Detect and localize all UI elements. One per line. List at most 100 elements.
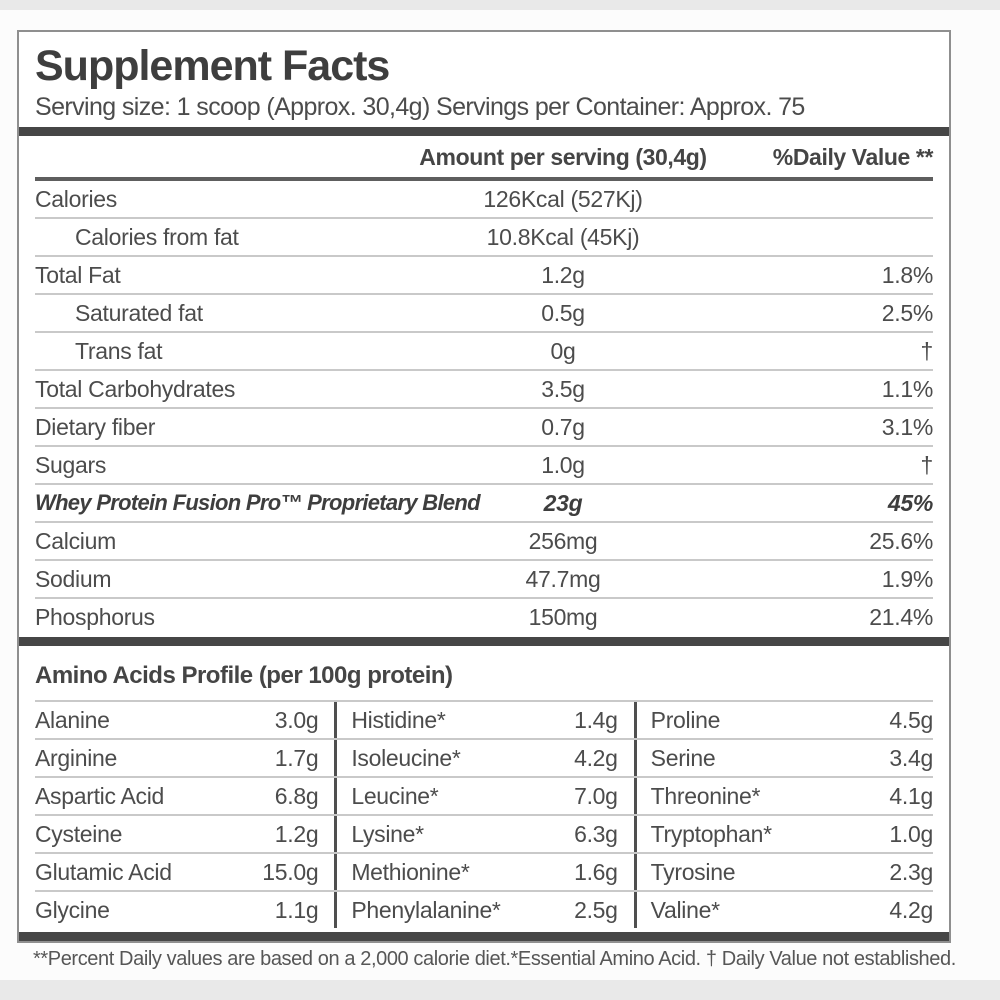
nutrient-name: Calories from fat: [75, 224, 239, 250]
bottom-margin-strip: [0, 980, 1000, 1000]
nutrient-row-sodium: Sodium 47.7mg 1.9%: [35, 559, 933, 597]
amino-acid-cell: Alanine 3.0g: [35, 702, 334, 738]
amino-acid-name: Histidine*: [351, 706, 446, 733]
amino-acid-name: Tryptophan*: [650, 820, 772, 847]
nutrient-name: Dietary fiber: [35, 414, 156, 440]
amino-acid-value: 6.8g: [274, 782, 319, 809]
nutrient-row-total-fat: Total Fat 1.2g 1.8%: [35, 255, 933, 293]
nutrient-daily-value: 21.4%: [869, 604, 933, 630]
nutrient-amount: 47.7mg: [525, 566, 601, 592]
amino-acid-name: Serine: [650, 744, 716, 771]
nutrient-name: Calcium: [35, 528, 116, 554]
amino-acid-value: 1.0g: [889, 820, 933, 847]
amino-acid-cell: Methionine* 1.6g: [334, 854, 633, 890]
thick-divider-bottom: [19, 932, 949, 941]
amino-acid-cell: Aspartic Acid 6.8g: [35, 778, 334, 814]
amino-acid-cell: Tyrosine 2.3g: [633, 854, 933, 890]
amino-acid-value: 15.0g: [262, 858, 319, 885]
amino-acid-name: Isoleucine*: [351, 744, 461, 771]
nutrient-daily-value: 3.1%: [881, 414, 934, 440]
amino-acid-cell: Valine* 4.2g: [633, 892, 933, 928]
amino-acid-value: 2.5g: [574, 896, 618, 923]
nutrient-daily-value: †: [920, 452, 934, 478]
amino-acid-name: Valine*: [650, 896, 720, 923]
amino-acid-value: 4.2g: [574, 744, 618, 771]
nutrient-amount: 126Kcal (527Kj): [483, 186, 643, 212]
amino-acid-cell: Lysine* 6.3g: [334, 816, 633, 852]
nutrient-daily-value: 25.6%: [869, 528, 933, 554]
amino-acid-name: Glutamic Acid: [35, 858, 172, 885]
nutrient-amount: 3.5g: [541, 376, 585, 402]
nutrient-amount: 0.5g: [541, 300, 585, 326]
nutrient-row-calories-from-fat: Calories from fat 10.8Kcal (45Kj): [35, 217, 933, 255]
nutrient-name: Saturated fat: [75, 300, 203, 326]
nutrient-row-dietary-fiber: Dietary fiber 0.7g 3.1%: [35, 407, 933, 445]
nutrient-row-calories: Calories 126Kcal (527Kj): [35, 181, 933, 217]
nutrient-name: Whey Protein Fusion Pro™ Proprietary Ble…: [35, 490, 481, 515]
amino-acid-value: 1.2g: [274, 820, 319, 847]
amino-acids-row: Cysteine 1.2g Lysine* 6.3g Tryptophan* 1…: [35, 814, 933, 852]
amount-column-header: Amount per serving (30,4g): [419, 144, 707, 170]
amino-acids-heading: Amino Acids Profile (per 100g protein): [35, 662, 453, 689]
amino-acid-value: 4.1g: [889, 782, 933, 809]
amino-acid-cell: Glutamic Acid 15.0g: [35, 854, 334, 890]
nutrient-amount: 256mg: [528, 528, 598, 554]
amino-acid-value: 1.6g: [574, 858, 618, 885]
thick-divider-top: [19, 127, 949, 136]
nutrient-name: Sodium: [35, 566, 112, 592]
amino-acid-cell: Proline 4.5g: [633, 702, 933, 738]
supplement-facts-label: Supplement Facts Serving size: 1 scoop (…: [17, 30, 951, 943]
header-rule: [35, 177, 933, 181]
amino-acid-value: 1.7g: [274, 744, 319, 771]
nutrient-name: Trans fat: [75, 338, 163, 364]
amino-acids-row: Glycine 1.1g Phenylalanine* 2.5g Valine*…: [35, 890, 933, 928]
nutrient-amount: 150mg: [528, 604, 598, 630]
amino-acid-value: 4.2g: [889, 896, 933, 923]
amino-acids-row: Glutamic Acid 15.0g Methionine* 1.6g Tyr…: [35, 852, 933, 890]
nutrient-amount: 1.0g: [541, 452, 585, 478]
nutrient-daily-value: †: [920, 338, 934, 364]
nutrient-daily-value: 1.9%: [881, 566, 934, 592]
amino-acid-name: Threonine*: [650, 782, 761, 809]
nutrient-daily-value: 1.1%: [881, 376, 934, 402]
amino-acid-cell: Leucine* 7.0g: [334, 778, 633, 814]
top-margin-strip: [0, 0, 1000, 10]
nutrient-amount: 10.8Kcal (45Kj): [486, 224, 640, 250]
amino-acid-value: 6.3g: [574, 820, 618, 847]
nutrient-row-total-carbohydrates: Total Carbohydrates 3.5g 1.1%: [35, 369, 933, 407]
amino-acid-cell: Tryptophan* 1.0g: [633, 816, 933, 852]
thick-divider-middle: [19, 637, 949, 646]
nutrient-row-sugars: Sugars 1.0g †: [35, 445, 933, 483]
nutrient-amount: 0g: [550, 338, 576, 364]
nutrient-row-proprietary-blend: Whey Protein Fusion Pro™ Proprietary Ble…: [35, 483, 933, 521]
nutrient-row-saturated-fat: Saturated fat 0.5g 2.5%: [35, 293, 933, 331]
amino-acid-value: 2.3g: [889, 858, 933, 885]
amino-acid-name: Tyrosine: [650, 858, 736, 885]
nutrient-row-calcium: Calcium 256mg 25.6%: [35, 521, 933, 559]
amino-acid-name: Arginine: [35, 744, 117, 771]
amino-acid-value: 3.0g: [274, 706, 319, 733]
amino-acid-cell: Glycine 1.1g: [35, 892, 334, 928]
amino-acids-table: Alanine 3.0g Histidine* 1.4g Proline 4.5…: [35, 700, 933, 928]
nutrient-name: Total Carbohydrates: [35, 376, 236, 402]
amino-acid-name: Lysine*: [351, 820, 424, 847]
amino-acid-cell: Threonine* 4.1g: [633, 778, 933, 814]
amino-acid-cell: Histidine* 1.4g: [334, 702, 633, 738]
amino-acid-name: Cysteine: [35, 820, 123, 847]
amino-acid-cell: Serine 3.4g: [633, 740, 933, 776]
nutrient-amount: 0.7g: [541, 414, 585, 440]
amino-acid-value: 1.1g: [274, 896, 319, 923]
amino-acid-cell: Isoleucine* 4.2g: [334, 740, 633, 776]
nutrient-daily-value: 1.8%: [881, 262, 934, 288]
nutrient-amount: 1.2g: [541, 262, 585, 288]
nutrient-name: Phosphorus: [35, 604, 155, 630]
column-header-row: Amount per serving (30,4g) %Daily Value …: [35, 144, 933, 172]
amino-acid-value: 7.0g: [574, 782, 618, 809]
amino-acid-name: Leucine*: [351, 782, 439, 809]
amino-acid-cell: Phenylalanine* 2.5g: [334, 892, 633, 928]
amino-acid-name: Alanine: [35, 706, 110, 733]
amino-acids-row: Alanine 3.0g Histidine* 1.4g Proline 4.5…: [35, 702, 933, 738]
amino-acid-name: Methionine*: [351, 858, 470, 885]
amino-acid-name: Glycine: [35, 896, 110, 923]
serving-info: Serving size: 1 scoop (Approx. 30,4g) Se…: [35, 93, 805, 121]
